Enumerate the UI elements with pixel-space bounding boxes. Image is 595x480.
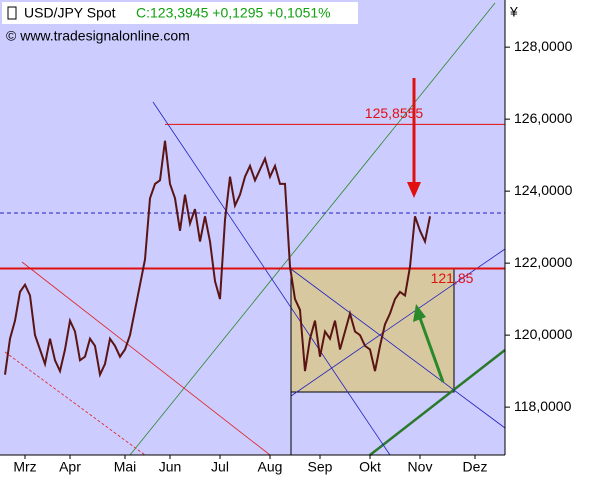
- level-label: 121,85: [431, 270, 474, 286]
- price-line: [4, 140, 431, 379]
- trend-line: [290, 268, 506, 429]
- chart-title: USD/JPY Spot: [24, 5, 116, 21]
- trend-line: [369, 349, 506, 456]
- y-tick-label: 120,0000: [514, 326, 573, 342]
- x-tick-label: Apr: [59, 459, 81, 475]
- y-tick-label: 122,0000: [514, 254, 573, 270]
- trend-line: [129, 2, 496, 456]
- chart-subtitle: C:123,3945 +0,1295 +0,1051%: [136, 5, 331, 21]
- arrow-head: [413, 304, 426, 322]
- icon: [7, 6, 17, 20]
- header-box: [2, 2, 358, 24]
- y-tick-label: 124,0000: [514, 182, 573, 198]
- x-tick-label: Okt: [359, 459, 381, 475]
- y-tick-label: 126,0000: [514, 110, 573, 126]
- x-tick-label: Jun: [159, 459, 182, 475]
- y-tick-label: 118,0000: [514, 398, 572, 414]
- source: © www.tradesignalonline.com: [6, 28, 190, 44]
- x-tick-label: Mai: [114, 459, 137, 475]
- x-tick-label: Mrz: [13, 459, 36, 475]
- x-tick-label: Jul: [211, 459, 229, 475]
- x-tick-label: Dez: [463, 459, 488, 475]
- trend-line: [4, 351, 146, 456]
- level-label: 125,8555: [365, 105, 424, 121]
- x-tick-label: Nov: [408, 459, 433, 475]
- arrow-head: [407, 182, 421, 198]
- arrow: [418, 317, 445, 383]
- y-tick-label: 128,0000: [514, 38, 573, 54]
- trend-line: [290, 248, 506, 397]
- y-unit: ¥: [509, 4, 518, 20]
- x-tick-label: Aug: [258, 459, 283, 475]
- x-tick-label: Sep: [308, 459, 333, 475]
- trend-line: [152, 101, 391, 456]
- trend-line: [21, 261, 271, 456]
